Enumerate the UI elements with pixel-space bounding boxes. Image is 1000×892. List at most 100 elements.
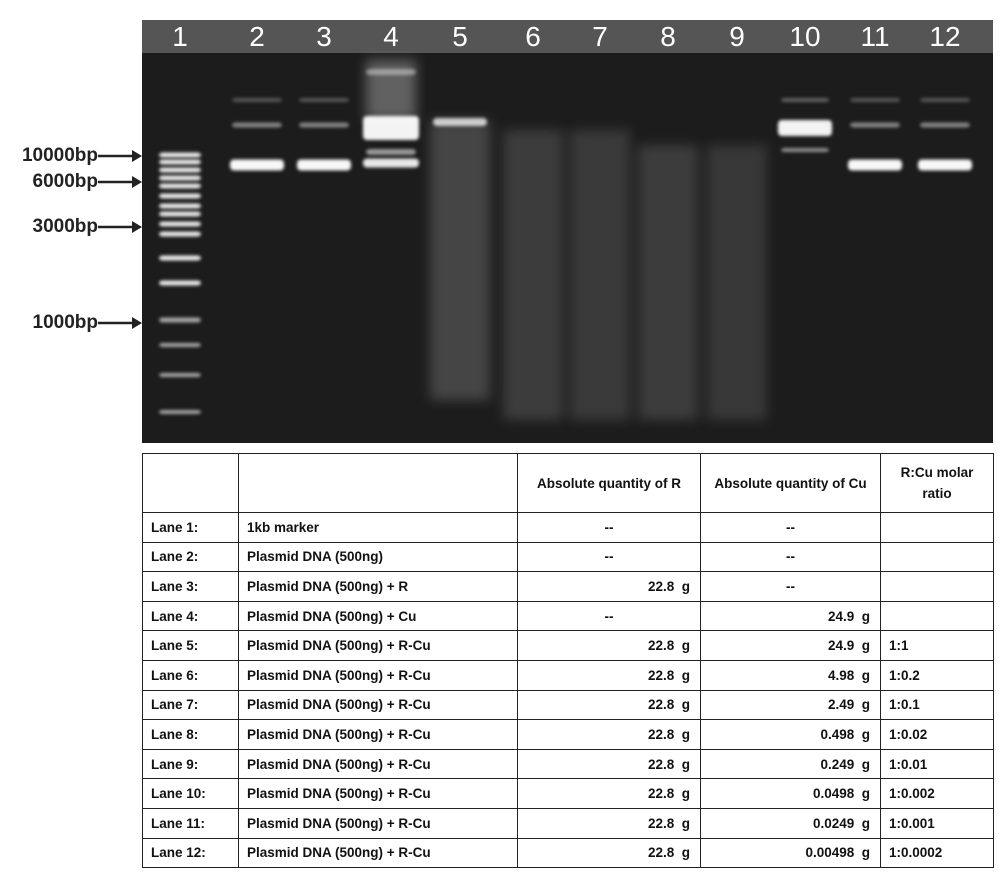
table-cell: Plasmid DNA (500ng) bbox=[238, 541, 518, 573]
table-row: Lane 10: Plasmid DNA (500ng) + R-Cu 22.8 g… bbox=[142, 778, 994, 809]
table-cell: 1:0.01 bbox=[880, 748, 994, 780]
lane-number: 7 bbox=[592, 21, 608, 52]
band bbox=[433, 118, 487, 126]
sample-table: Absolute quantity of R Absolute quantity … bbox=[142, 453, 994, 869]
table-cell: 24.9 g bbox=[700, 630, 881, 661]
lane-number: 9 bbox=[729, 21, 745, 52]
band bbox=[159, 255, 201, 261]
band bbox=[159, 167, 201, 173]
band bbox=[366, 149, 416, 155]
band bbox=[781, 148, 829, 152]
lane-number: 10 bbox=[789, 21, 820, 52]
table-cell: Lane 12: bbox=[142, 837, 239, 869]
table-cell: -- bbox=[517, 600, 701, 632]
table-cell bbox=[142, 453, 239, 513]
table-cell: Plasmid DNA (500ng) + R bbox=[238, 571, 518, 602]
table-cell: -- bbox=[700, 512, 881, 543]
band bbox=[363, 158, 419, 168]
band bbox=[159, 211, 201, 217]
band bbox=[159, 193, 201, 199]
table-row: Lane 4: Plasmid DNA (500ng) + Cu -- 24.9 g bbox=[142, 600, 994, 632]
table-cell: -- bbox=[517, 512, 701, 543]
lane-number: 12 bbox=[929, 21, 960, 52]
table-row: Lane 11: Plasmid DNA (500ng) + R-Cu 22.8 g… bbox=[142, 807, 994, 839]
smear bbox=[430, 120, 490, 400]
table-cell: Lane 1: bbox=[142, 512, 239, 543]
band bbox=[297, 159, 351, 171]
table-cell: 22.8 g bbox=[517, 837, 701, 869]
table-cell bbox=[880, 600, 994, 632]
band bbox=[159, 221, 201, 227]
table-cell: 1:0.001 bbox=[880, 807, 994, 839]
table-cell: -- bbox=[700, 571, 881, 602]
lane-number: 2 bbox=[249, 21, 265, 52]
table-cell: 22.8 g bbox=[517, 719, 701, 750]
band bbox=[159, 152, 201, 158]
table-cell: Plasmid DNA (500ng) + R-Cu bbox=[238, 778, 518, 809]
table-cell: Plasmid DNA (500ng) + R-Cu bbox=[238, 659, 518, 691]
table-cell: Plasmid DNA (500ng) + R-Cu bbox=[238, 630, 518, 661]
table-cell: 22.8 g bbox=[517, 748, 701, 780]
band bbox=[230, 159, 284, 171]
table-cell: 22.8 g bbox=[517, 571, 701, 602]
header-row: Absolute quantity of R Absolute quantity … bbox=[142, 453, 994, 513]
smear bbox=[570, 130, 630, 420]
table-cell: Lane 4: bbox=[142, 600, 239, 632]
band bbox=[159, 373, 201, 377]
band bbox=[363, 116, 419, 140]
table-cell: 4.98 g bbox=[700, 659, 881, 691]
table-cell: Lane 3: bbox=[142, 571, 239, 602]
table-cell: 0.0498 g bbox=[700, 778, 881, 809]
band bbox=[299, 98, 349, 102]
band bbox=[159, 410, 201, 414]
table-cell: Lane 6: bbox=[142, 659, 239, 691]
marker-label: 1000bp bbox=[33, 312, 98, 333]
table-cell: 22.8 g bbox=[517, 630, 701, 661]
table-cell: Lane 8: bbox=[142, 719, 239, 750]
table-cell: Absolute quantity of Cu bbox=[700, 453, 881, 513]
table-cell: 0.249 g bbox=[700, 748, 881, 780]
table-cell: 24.9 g bbox=[700, 600, 881, 632]
band bbox=[850, 98, 900, 102]
table-cell: 1:0.1 bbox=[880, 689, 994, 721]
table-cell: 22.8 g bbox=[517, 659, 701, 691]
table-cell: 22.8 g bbox=[517, 778, 701, 809]
band bbox=[159, 280, 201, 286]
gel bbox=[142, 20, 993, 443]
arrow-head bbox=[132, 176, 142, 188]
band bbox=[159, 175, 201, 181]
marker-arrows: 10000bp 6000bp 3000bp 1000bp bbox=[22, 145, 142, 333]
table-cell: Plasmid DNA (500ng) + R-Cu bbox=[238, 837, 518, 869]
table-cell: 1:1 bbox=[880, 630, 994, 661]
lane-strip bbox=[142, 20, 993, 53]
table-cell: Plasmid DNA (500ng) + Cu bbox=[238, 600, 518, 632]
band bbox=[918, 159, 972, 171]
table-cell: Lane 10: bbox=[142, 778, 239, 809]
marker-label: 6000bp bbox=[33, 171, 98, 192]
table-cell: R:Cu molar ratio bbox=[880, 453, 994, 513]
lane-number: 3 bbox=[316, 21, 332, 52]
table-cell: Lane 9: bbox=[142, 748, 239, 780]
lane-number: 4 bbox=[383, 21, 399, 52]
table-cell: 1kb marker bbox=[238, 512, 518, 543]
lane-number: 1 bbox=[172, 21, 188, 52]
marker-label: 10000bp bbox=[22, 145, 98, 166]
band bbox=[850, 122, 900, 128]
band bbox=[848, 159, 902, 171]
band bbox=[232, 122, 282, 128]
lane-number: 5 bbox=[452, 21, 468, 52]
band bbox=[159, 231, 201, 237]
table-cell: Plasmid DNA (500ng) + R-Cu bbox=[238, 719, 518, 750]
arrow-head bbox=[132, 221, 142, 233]
band bbox=[366, 69, 416, 75]
table-cell bbox=[880, 571, 994, 602]
table-cell: 1:0.2 bbox=[880, 659, 994, 691]
marker-label: 3000bp bbox=[33, 216, 98, 237]
band bbox=[781, 98, 829, 102]
table-cell bbox=[880, 512, 994, 543]
